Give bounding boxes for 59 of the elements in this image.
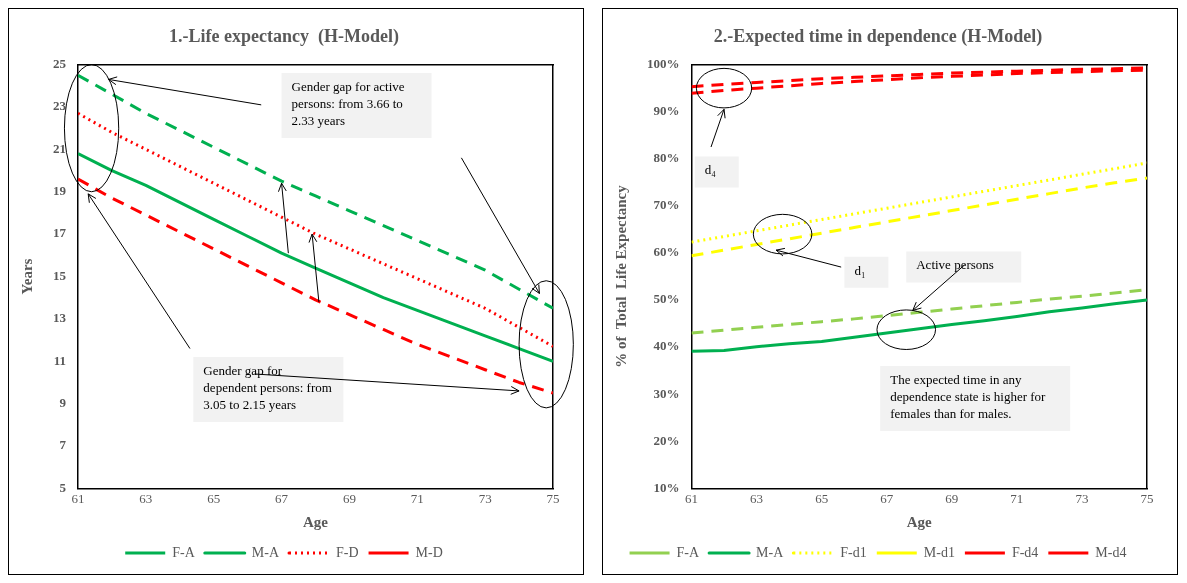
- x-tick-label: 73: [1075, 490, 1089, 506]
- annotation: d₁: [854, 262, 866, 278]
- x-tick-label: 67: [275, 490, 289, 506]
- y-tick-label: 60%: [653, 244, 680, 260]
- y-tick-label: 19: [53, 183, 67, 199]
- y-tick-label: 40%: [653, 338, 680, 354]
- y-tick-label: 50%: [653, 291, 680, 307]
- x-tick-label: 73: [478, 490, 492, 506]
- legend-label: M-D: [415, 544, 443, 560]
- y-tick-label: 7: [59, 437, 67, 453]
- legend-label: F-d1: [840, 544, 867, 560]
- x-tick-label: 67: [880, 490, 894, 506]
- legend-label: M-A: [251, 544, 280, 560]
- x-tick-label: 65: [815, 490, 829, 506]
- x-tick-label: 71: [410, 490, 424, 506]
- annotation: The expected time in any dependence state is higher for females than for males.: [890, 371, 1047, 421]
- legend-label: F-D: [336, 544, 359, 560]
- y-tick-label: 15: [53, 267, 67, 283]
- legend-label: M-A: [756, 544, 785, 560]
- x-tick-label: 69: [342, 490, 356, 506]
- x-tick-label: 75: [546, 490, 560, 506]
- y-tick-label: 70%: [653, 197, 680, 213]
- y-tick-label: 23: [53, 98, 67, 114]
- annotation: d₄: [704, 162, 717, 178]
- chart-title: 2.-Expected time in dependence (H-Model): [713, 26, 1043, 48]
- legend-label: M-d1: [923, 544, 955, 560]
- y-tick-label: 11: [53, 352, 66, 368]
- y-tick-label: 30%: [653, 385, 680, 401]
- annotation: Gender gap for active persons: from 3.66 to 2.33 years: [291, 79, 405, 128]
- x-tick-label: 63: [750, 490, 764, 506]
- x-tick-label: 71: [1010, 490, 1024, 506]
- x-tick-label: 63: [139, 490, 153, 506]
- legend-label: F-d4: [1011, 544, 1039, 560]
- annotation: Active persons: [916, 257, 994, 273]
- x-tick-label: 65: [207, 490, 221, 506]
- y-axis-title: Years: [18, 258, 35, 295]
- x-axis-title: Age: [906, 513, 933, 530]
- y-tick-label: 100%: [647, 55, 680, 71]
- y-tick-label: 9: [59, 395, 67, 410]
- x-tick-label: 69: [945, 490, 959, 506]
- y-tick-label: 20%: [653, 432, 680, 448]
- chart-title: 1.-Life expectancy (H-Model): [169, 26, 399, 48]
- y-tick-label: 25: [53, 55, 67, 71]
- y-tick-label: 21: [53, 140, 66, 156]
- legend-label: F-A: [676, 544, 700, 560]
- legend-label: M-d4: [1095, 544, 1127, 560]
- y-tick-label: 10%: [653, 479, 680, 495]
- x-tick-label: 75: [1140, 490, 1154, 506]
- x-axis-title: Age: [303, 513, 329, 530]
- y-tick-label: 17: [53, 225, 67, 241]
- y-axis-title: % of Total Life Expectancy: [612, 184, 629, 368]
- x-tick-label: 61: [685, 490, 698, 506]
- y-tick-label: 90%: [653, 103, 680, 119]
- x-tick-label: 61: [71, 490, 85, 506]
- annotation: Gender gap for dependent persons: from 3.05 to 2.15 years: [203, 362, 332, 412]
- y-tick-label: 80%: [653, 150, 680, 166]
- legend-label: F-A: [172, 544, 196, 560]
- y-tick-label: 5: [59, 479, 67, 495]
- y-tick-label: 13: [53, 310, 67, 326]
